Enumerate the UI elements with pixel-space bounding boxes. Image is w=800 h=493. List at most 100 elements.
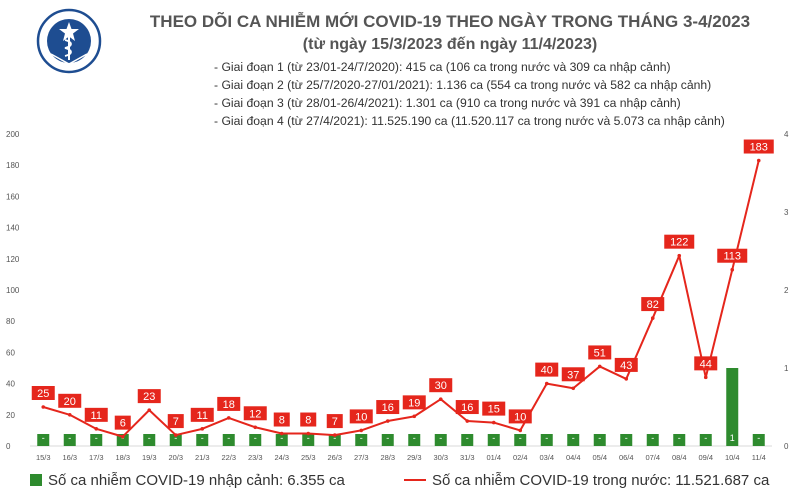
bar-data-label: - — [545, 433, 548, 443]
line-label-box — [349, 409, 373, 424]
chart-subtitle: (từ ngày 15/3/2023 đến ngày 11/4/2023) — [302, 36, 598, 53]
line-data-label: 12 — [249, 408, 261, 420]
bar-data-label: - — [201, 433, 204, 443]
bar-entry-cases — [434, 434, 447, 446]
bar-entry-cases — [567, 434, 580, 446]
y-right-tick-label: 3 — [784, 208, 789, 217]
bar-data-label: - — [386, 433, 389, 443]
y-left-tick-label: 0 — [6, 442, 11, 451]
line-label-box — [402, 395, 426, 410]
line-label-box — [641, 297, 665, 312]
line-label-box — [588, 345, 612, 360]
bar-entry-cases — [116, 434, 129, 446]
bar-entry-cases — [196, 434, 209, 446]
bar-entry-cases — [487, 434, 500, 446]
bar-entry-cases — [275, 434, 288, 446]
y-right-tick-label: 1 — [784, 364, 789, 373]
line-data-label: 16 — [382, 402, 394, 414]
line-label-box — [217, 396, 241, 411]
line-point — [756, 158, 761, 163]
line-data-label: 23 — [143, 391, 155, 403]
line-label-box — [376, 400, 400, 415]
bar-data-label: - — [704, 433, 707, 443]
bar-data-label: - — [280, 433, 283, 443]
line-point — [730, 267, 735, 272]
bar-entry-cases — [673, 434, 686, 446]
line-data-label: 8 — [305, 415, 311, 427]
y-left-tick-label: 160 — [6, 192, 20, 201]
line-point — [703, 375, 708, 380]
bar-entry-cases — [37, 434, 50, 446]
x-tick-label: 30/3 — [433, 453, 448, 462]
bar-entry-cases — [249, 434, 262, 446]
line-point — [94, 427, 99, 431]
line-point — [226, 416, 231, 420]
line-label-box — [455, 400, 479, 415]
line-label-box — [300, 412, 317, 427]
x-tick-label: 31/3 — [460, 453, 475, 462]
legend-item-bar: Số ca nhiễm COVID-19 nhập cảnh: 6.355 ca — [30, 470, 345, 490]
line-point — [597, 364, 602, 369]
line-point — [279, 431, 284, 436]
x-tick-label: 07/4 — [645, 453, 660, 462]
line-label-box — [717, 248, 748, 263]
x-tick-label: 02/4 — [513, 453, 528, 462]
line-data-label: 20 — [64, 396, 76, 408]
line-point — [571, 386, 576, 391]
line-label-box — [137, 389, 161, 404]
line-data-label: 8 — [279, 415, 285, 427]
bar-data-label: - — [148, 433, 151, 443]
bar-data-label: - — [492, 433, 495, 443]
legend-line-label: Số ca nhiễm COVID-19 trong nước: 11.521.… — [432, 471, 770, 489]
line-data-label: 44 — [700, 358, 712, 370]
bar-data-label: - — [598, 433, 601, 443]
line-label-box — [114, 415, 131, 430]
line-data-label: 7 — [332, 416, 338, 428]
x-tick-label: 17/3 — [89, 453, 104, 462]
line-point — [147, 408, 152, 412]
line-data-label: 15 — [488, 404, 500, 416]
bar-entry-cases — [169, 434, 182, 446]
line-label-box — [614, 357, 638, 372]
line-point — [412, 414, 417, 419]
line-point — [544, 381, 549, 386]
bar-entry-cases — [593, 434, 606, 446]
line-label-box — [482, 401, 506, 416]
line-data-label: 51 — [594, 347, 606, 359]
phase-1-summary: - Giai đoạn 1 (từ 23/01-24/7/2020): 415 … — [214, 60, 671, 74]
line-label-box — [58, 393, 82, 408]
line-point — [385, 419, 390, 423]
line-point — [120, 434, 125, 439]
bar-data-label: - — [42, 433, 45, 443]
line-point — [41, 405, 46, 409]
line-label-box — [561, 367, 585, 382]
bar-data-label: - — [333, 433, 336, 443]
line-data-label: 113 — [723, 251, 741, 263]
line-label-box — [508, 409, 532, 424]
line-data-label: 40 — [541, 365, 553, 377]
line-label-box — [429, 378, 453, 393]
line-data-label: 11 — [197, 410, 208, 422]
line-label-box — [326, 414, 343, 429]
line-point — [518, 428, 523, 433]
y-left-tick-label: 180 — [6, 161, 20, 170]
line-point — [624, 377, 629, 381]
x-tick-label: 23/3 — [248, 453, 263, 462]
legend-line-swatch — [404, 479, 426, 481]
line-domestic-cases — [42, 160, 760, 438]
line-label-box — [31, 386, 55, 400]
phase-3-summary: - Giai đoạn 3 (từ 28/01-26/4/2021): 1.30… — [214, 96, 681, 110]
line-data-label: 7 — [173, 416, 179, 428]
ministry-logo — [36, 8, 102, 74]
y-left-tick-label: 200 — [6, 130, 20, 139]
bar-data-label: - — [572, 433, 575, 443]
bar-data-label: - — [254, 433, 257, 443]
bar-entry-cases — [646, 434, 659, 446]
x-tick-label: 28/3 — [380, 453, 395, 462]
line-label-box — [243, 406, 267, 421]
x-tick-label: 20/3 — [168, 453, 183, 462]
x-tick-label: 09/4 — [698, 453, 713, 462]
x-tick-label: 01/4 — [486, 453, 501, 462]
bar-data-label: - — [678, 433, 681, 443]
bar-data-label: - — [625, 433, 628, 443]
